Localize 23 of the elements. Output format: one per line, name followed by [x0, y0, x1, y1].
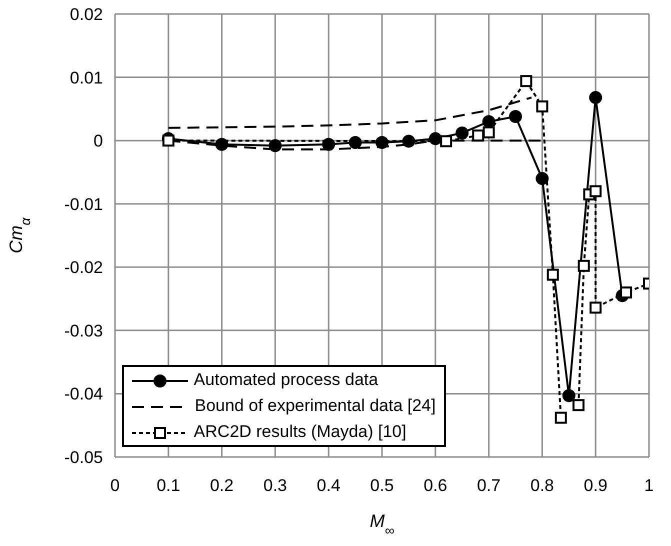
x-tick-label: 0.8: [530, 476, 554, 496]
x-tick-label: 1: [644, 476, 654, 496]
legend-label: Automated process data: [194, 370, 378, 389]
x-tick-label: 0.2: [210, 476, 234, 496]
y-tick-label: 0: [94, 132, 103, 151]
x-tick-label: 0.6: [424, 476, 448, 496]
y-tick-label: -0.03: [64, 321, 103, 340]
x-tick-label: 0.9: [584, 476, 608, 496]
x-tick-label: 0.4: [316, 476, 340, 496]
x-tick-label: 0: [110, 476, 120, 496]
legend-label: Bound of experimental data [24]: [194, 396, 436, 415]
x-axis-title: M$_{∞}$: [370, 511, 395, 538]
y-tick-label: -0.05: [64, 448, 103, 468]
legend-label: ARC2D results (Mayda) [10]: [194, 422, 406, 441]
x-tick-label: 0.3: [263, 476, 288, 496]
y-tick-label: -0.02: [64, 258, 103, 278]
y-tick-label: -0.04: [64, 384, 103, 404]
y-tick-label: 0.01: [70, 68, 103, 88]
x-tick-label: 0.5: [370, 476, 394, 496]
y-tick-label: 0.02: [70, 5, 103, 24]
y-tick-label: -0.01: [64, 194, 103, 214]
x-tick-label: 0.1: [156, 476, 180, 496]
x-tick-label: 0.7: [476, 476, 501, 496]
